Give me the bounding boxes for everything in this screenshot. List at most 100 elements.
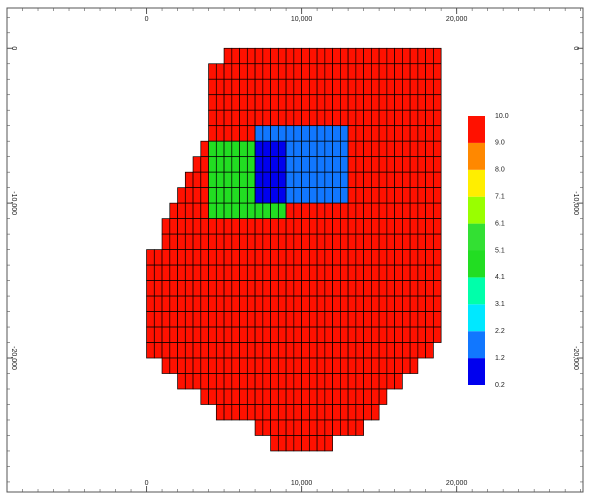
grid-cell (324, 78, 333, 96)
grid-cell (417, 264, 426, 281)
colorbar-swatch (468, 169, 485, 197)
grid-cell (316, 295, 326, 312)
grid-cell (409, 233, 419, 250)
grid-cell (417, 63, 426, 80)
grid-cell (208, 326, 217, 343)
grid-cell (231, 171, 240, 189)
y-tick-label: -10,000 (572, 191, 579, 215)
grid-cell (177, 311, 186, 328)
grid-cell (417, 140, 426, 158)
grid-cell (316, 156, 326, 173)
grid-cell (184, 280, 194, 297)
grid-cell (308, 295, 318, 312)
grid-cell (215, 171, 225, 189)
grid-cell (340, 218, 349, 235)
grid-cell (293, 342, 302, 359)
grid-cell (340, 342, 349, 359)
grid-cell (332, 187, 341, 204)
grid-cell (417, 218, 426, 235)
grid-cell (425, 109, 434, 127)
grid-cell (409, 326, 419, 343)
grid-cell (153, 249, 163, 266)
grid-cell (161, 311, 171, 328)
grid-cell (316, 109, 326, 127)
grid-cell (347, 125, 357, 142)
grid-cell (363, 311, 372, 328)
grid-cell (254, 233, 264, 250)
grid-cell (262, 419, 271, 436)
grid-cell (293, 218, 302, 235)
grid-cell (347, 342, 357, 359)
grid-cell (332, 78, 341, 96)
grid-cell (433, 187, 442, 204)
grid-cell (246, 280, 256, 297)
grid-cell (270, 109, 279, 127)
grid-cell (394, 140, 403, 158)
grid-cell (246, 326, 256, 343)
grid-cell (324, 326, 333, 343)
grid-cell (301, 295, 310, 312)
grid-cell (146, 295, 155, 312)
grid-cell (262, 233, 271, 250)
grid-cell (301, 326, 310, 343)
grid-cell (433, 156, 442, 173)
grid-cell (223, 156, 233, 173)
grid-cell (270, 404, 279, 421)
grid-cell (308, 419, 318, 436)
grid-cell (355, 280, 364, 297)
grid-cell (285, 125, 295, 142)
grid-cell (246, 404, 256, 421)
grid-cell (394, 78, 403, 96)
grid-cell (231, 295, 240, 312)
grid-cell (355, 264, 364, 281)
grid-cell (301, 280, 310, 297)
grid-cell (347, 233, 357, 250)
grid-cell (301, 404, 310, 421)
grid-cell (208, 311, 217, 328)
grid-cell (177, 295, 186, 312)
grid-cell (394, 233, 403, 250)
grid-cell (146, 264, 155, 281)
grid-cell (270, 419, 279, 436)
grid-cell (324, 202, 333, 219)
grid-cell (169, 249, 178, 266)
grid-cell (223, 326, 233, 343)
grid-cell (301, 78, 310, 96)
grid-cell (223, 109, 233, 127)
grid-cell (239, 156, 248, 173)
frame (6, 7, 584, 493)
grid-cell (208, 125, 217, 142)
grid-cell (208, 187, 217, 204)
grid-cell (270, 171, 279, 189)
grid-cell (192, 326, 202, 343)
grid-cell (285, 202, 295, 219)
grid-cell (355, 342, 364, 359)
grid-cell (192, 202, 202, 219)
grid-cell (270, 47, 279, 65)
grid-cell (371, 249, 380, 266)
grid-cell (239, 342, 248, 359)
colorbar-label: 0.2 (495, 382, 505, 389)
grid-cell (433, 249, 442, 266)
grid-cell (402, 295, 411, 312)
grid-cell (324, 125, 333, 142)
grid-cell (386, 47, 395, 65)
grid-cell (146, 342, 155, 359)
grid-cell (340, 264, 349, 281)
grid-cell (347, 280, 357, 297)
grid-cell (293, 125, 302, 142)
grid-cell (371, 280, 380, 297)
grid-cell (340, 202, 349, 219)
grid-cell (270, 202, 279, 219)
grid-cell (285, 357, 295, 374)
grid-cell (402, 311, 411, 328)
grid-cell (231, 94, 240, 111)
grid-cell (324, 280, 333, 297)
grid-cell (239, 326, 248, 343)
grid-cell (254, 249, 264, 266)
grid-cell (316, 78, 326, 96)
grid-cell (394, 280, 403, 297)
grid-cell (200, 373, 209, 390)
grid-cell (285, 218, 295, 235)
